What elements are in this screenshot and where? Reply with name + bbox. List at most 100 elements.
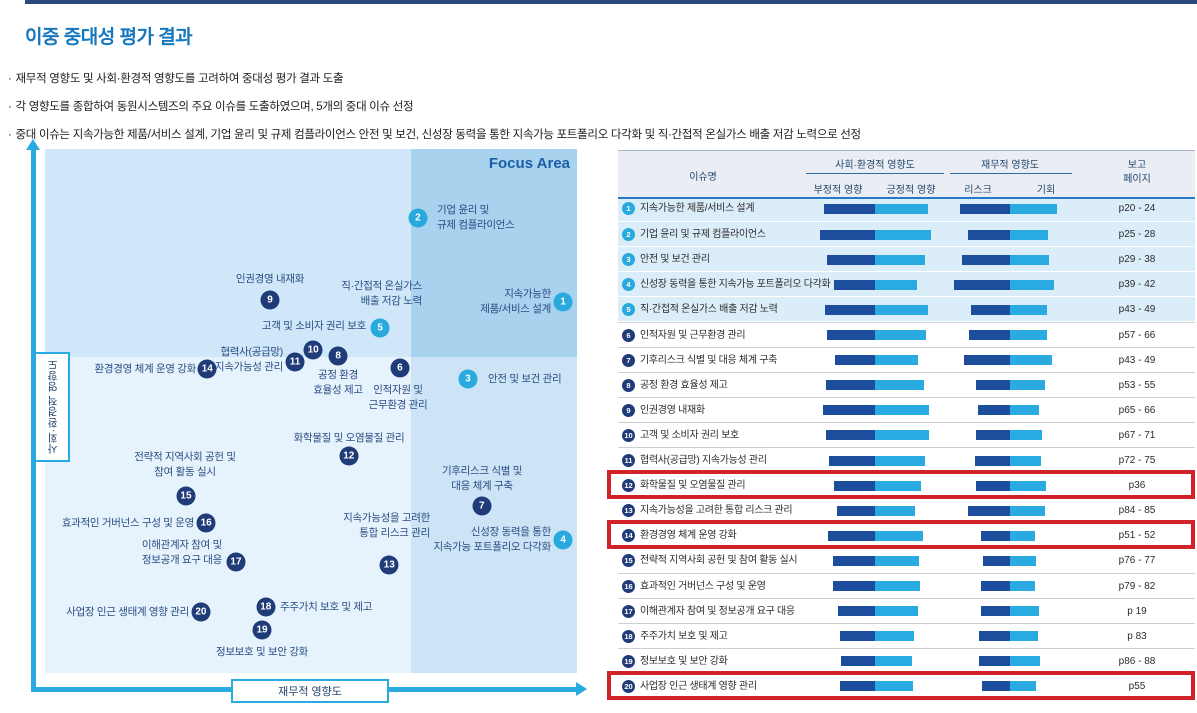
issue-name: 화학물질 및 오염물질 관리 (640, 480, 746, 492)
summary-bullets: · 재무적 영향도 및 사회·환경적 영향도를 고려하여 중대성 평가 결과 도출… (8, 70, 1188, 154)
table-header: 이슈명 사회·환경적 영향도 재무적 영향도 부정적 영향 긍정적 영향 리스크… (618, 150, 1195, 199)
column-header-report-page-line2: 페이지 (1123, 174, 1151, 185)
row-number-badge: 1 (622, 202, 635, 215)
matrix-point-10: 10 (303, 340, 323, 360)
negative-impact-bar (829, 455, 875, 466)
positive-impact-bar (875, 203, 928, 214)
opportunity-bar (1010, 430, 1042, 441)
table-row-19: 19 정보보호 및 보안 강화 p86 - 88 (618, 647, 1195, 673)
negative-impact-bar (824, 203, 875, 214)
issue-name: 전략적 지역사회 공헌 및 참여 활동 실시 (640, 555, 798, 567)
report-page-value: p76 - 77 (1118, 555, 1156, 567)
x-axis-label: 재무적 영향도 (278, 686, 342, 698)
opportunity-bar (1010, 229, 1048, 240)
summary-bullet-text: 중대 이슈는 지속가능한 제품/서비스 설계, 기업 윤리 및 규제 컴플라이언… (15, 129, 862, 141)
table-row-8: 8 공정 환경 효율성 제고 p53 - 55 (618, 371, 1195, 397)
negative-impact-bar (823, 405, 875, 416)
report-page-value: p72 - 75 (1118, 455, 1156, 466)
table-row-13: 13 지속가능성을 고려한 통합 리스크 관리 p84 - 85 (618, 497, 1195, 522)
matrix-point-label-17: 이해관계자 참여 및 정보공개 요구 대응 (141, 539, 222, 566)
opportunity-bar (1010, 254, 1049, 265)
column-header-opportunity: 기회 (1036, 185, 1056, 196)
positive-impact-bar (875, 254, 925, 265)
x-axis-label-box: 재무적 영향도 (231, 679, 389, 703)
risk-bar (979, 631, 1010, 642)
matrix-point-label-5: 직·간접적 온실가스 배출 저감 노력 (341, 280, 422, 307)
negative-impact-bar (838, 606, 875, 617)
issue-name: 사업장 인근 생태계 영향 관리 (640, 680, 757, 692)
opportunity-bar (1010, 681, 1036, 692)
report-page-value: p 19 (1127, 605, 1147, 617)
table-row-4: 4 신성장 동력을 통한 지속가능 포트폴리오 다각화 p39 - 42 (618, 271, 1195, 297)
summary-bullet-text: 재무적 영향도 및 사회·환경적 영향도를 고려하여 중대성 평가 결과 도출 (15, 73, 344, 85)
negative-impact-bar (827, 330, 875, 340)
focus-area-label: Focus Area (488, 155, 570, 172)
issue-name: 이해관계자 참여 및 정보공개 요구 대응 (640, 605, 795, 617)
matrix-point-11: 11 (285, 352, 305, 372)
matrix-point-19: 19 (252, 620, 272, 640)
positive-impact-bar (875, 330, 926, 340)
report-page-value: p36 (1128, 480, 1146, 492)
table-row-9: 9 인권경영 내재화 p65 - 66 (618, 396, 1195, 422)
risk-bar (964, 355, 1010, 366)
negative-impact-bar (826, 430, 875, 441)
issue-name: 인권경영 내재화 (640, 404, 705, 416)
summary-bullet: · 중대 이슈는 지속가능한 제품/서비스 설계, 기업 윤리 및 규제 컴플라이… (8, 126, 1188, 142)
x-axis-arrow-icon (576, 682, 587, 696)
positive-impact-bar (875, 430, 929, 441)
table-row-2: 2 기업 윤리 및 규제 컴플라이언스 p25 - 28 (618, 221, 1195, 247)
negative-impact-bar (835, 355, 875, 366)
group-underline-se (806, 173, 944, 174)
negative-impact-bar (825, 304, 875, 315)
negative-impact-bar (828, 530, 875, 541)
row-number-badge: 18 (622, 629, 635, 643)
table-row-10: 10 고객 및 소비자 권리 보호 p67 - 71 (618, 421, 1195, 447)
matrix-point-3: 3 (458, 369, 478, 389)
report-page-value: p57 - 66 (1118, 329, 1156, 341)
matrix-point-label-7: 기후리스크 식별 및 대응 체계 구축 (441, 465, 523, 492)
report-page-value: p20 - 24 (1118, 203, 1156, 214)
opportunity-bar (1010, 530, 1035, 541)
negative-impact-bar (840, 631, 875, 642)
report-page-value: p43 - 49 (1118, 354, 1156, 366)
column-header-negative-impact: 부정적 영향 (813, 185, 863, 196)
opportunity-bar (1010, 656, 1040, 667)
risk-bar (976, 480, 1010, 491)
matrix-point-label-9: 인권경영 내재화 (235, 273, 305, 285)
negative-impact-bar (833, 555, 875, 566)
matrix-point-label-12: 화학물질 및 오염물질 관리 (293, 432, 405, 444)
issue-name: 지속가능성을 고려한 통합 리스크 관리 (640, 505, 793, 517)
matrix-point-label-6: 인적자원 및 근무환경 관리 (368, 384, 428, 411)
positive-impact-bar (875, 229, 931, 240)
y-axis-arrow-icon (26, 139, 40, 150)
risk-bar (978, 405, 1010, 416)
opportunity-bar (1010, 304, 1047, 315)
table-row-7: 7 기후리스크 식별 및 대응 체계 구축 p43 - 49 (618, 346, 1195, 372)
opportunity-bar (1010, 631, 1038, 642)
issue-name: 정보보호 및 보안 강화 (640, 655, 728, 667)
matrix-point-9: 9 (260, 290, 280, 310)
matrix-point-6: 6 (390, 358, 410, 378)
matrix-point-label-18: 주주가치 보호 및 제고 (280, 601, 373, 613)
negative-impact-bar (834, 279, 875, 290)
top-rule (25, 0, 1197, 4)
risk-bar (979, 656, 1010, 667)
matrix-quadrant-top-left (45, 149, 411, 357)
issue-name: 기후리스크 식별 및 대응 체계 구축 (640, 354, 777, 366)
row-number-badge: 17 (622, 604, 635, 618)
table-row-3: 3 안전 및 보건 관리 p29 - 38 (618, 246, 1195, 272)
matrix-point-label-14: 환경경영 체계 운영 강화 (94, 363, 197, 375)
risk-bar (962, 254, 1010, 265)
matrix-point-13: 13 (379, 555, 399, 575)
matrix-point-5: 5 (370, 318, 390, 338)
page-title: 이중 중대성 평가 결과 (25, 26, 193, 48)
issue-name: 안전 및 보건 관리 (640, 254, 710, 266)
table-row-6: 6 인적자원 및 근무환경 관리 p57 - 66 (618, 321, 1195, 347)
risk-bar (968, 229, 1010, 240)
risk-bar (981, 606, 1010, 617)
table-row-5: 5 직·간접적 온실가스 배출 저감 노력 p43 - 49 (618, 296, 1195, 322)
row-number-badge: 6 (622, 328, 635, 342)
